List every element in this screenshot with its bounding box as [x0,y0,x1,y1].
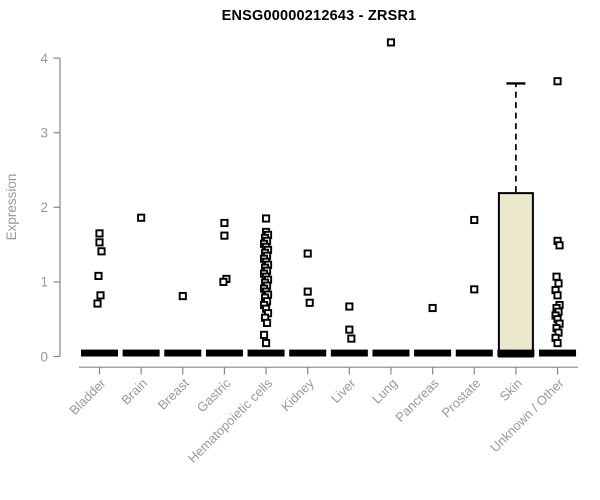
data-point [219,277,228,286]
data-point [347,334,356,343]
box-median-bar [372,349,410,357]
data-point [96,291,105,300]
data-point [386,38,396,47]
data-point [303,287,312,296]
data-point [428,303,437,313]
box-median-bar [205,349,243,357]
data-point [553,77,562,86]
data-point [345,302,354,311]
y-tick-label: 0 [40,349,48,364]
data-point [178,292,187,301]
box-median-bar [289,349,327,357]
x-tick-label: Gastric [194,375,234,415]
box-median-bar [122,349,160,357]
data-point [97,247,106,256]
box-median-bar [497,349,535,357]
data-point [262,214,271,223]
box-median-bar [330,349,368,357]
data-point [220,218,229,228]
x-tick-label: Liver [328,375,359,406]
data-point [555,241,564,250]
box-median-bar [455,349,493,357]
y-tick-label: 1 [40,275,48,290]
data-point [137,213,146,222]
data-point [95,238,104,247]
x-tick-label: Brain [118,376,150,408]
data-point [470,215,479,225]
box-skin [497,192,534,358]
x-tick-label: Pancreas [392,375,442,425]
data-point [554,279,563,288]
data-point [94,271,103,280]
data-point [263,318,272,327]
box-median-bar [247,349,285,357]
y-tick-label: 3 [40,126,48,141]
x-tick-label: Kidney [278,375,317,414]
x-tick-label: Breast [155,375,192,412]
data-point [220,231,229,240]
x-tick-label: Lung [369,376,400,407]
chart-title: ENSG00000212643 - ZRSR1 [221,8,417,24]
x-tick-label: Bladder [66,375,109,418]
data-point [345,325,354,334]
data-point [262,339,271,348]
y-tick-label: 4 [40,51,48,66]
data-point [553,291,562,300]
data-point [470,285,479,294]
data-point [553,339,562,348]
x-tick-label: Prostate [439,376,484,421]
data-point [303,249,312,258]
data-point [93,299,102,308]
box-median-bar [539,349,577,357]
x-tick-label: Skin [497,376,525,404]
box-median-bar [414,349,452,357]
box-median-bar [81,349,118,357]
data-point [260,330,269,339]
x-tick-label: Unknown / Other [487,375,567,455]
data-point [95,229,104,238]
data-point [305,298,314,307]
box-median-bar [164,349,202,357]
data-point [552,272,561,281]
y-tick-label: 2 [40,200,48,215]
